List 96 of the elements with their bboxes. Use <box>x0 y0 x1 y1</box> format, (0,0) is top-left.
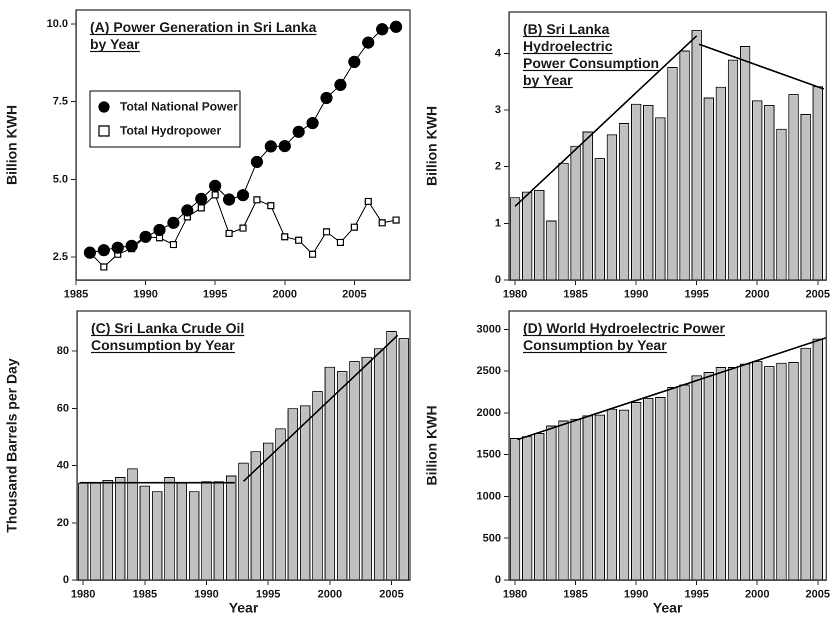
point <box>281 233 288 240</box>
x-tick-label: 1980 <box>70 588 96 601</box>
point <box>376 23 388 36</box>
x-tick-label: 2005 <box>806 588 830 601</box>
y-tick-label: 1500 <box>476 448 501 461</box>
point <box>362 36 374 49</box>
y-tick-label: 20 <box>56 516 69 529</box>
y-axis-title: Billion KWH <box>423 106 440 186</box>
x-tick-label: 1990 <box>624 588 648 601</box>
x-tick-label: 2000 <box>272 288 297 301</box>
y-tick-label: 10.0 <box>46 18 68 30</box>
x-tick-label: 1980 <box>502 288 528 301</box>
point <box>239 224 247 232</box>
point <box>350 224 358 231</box>
x-tick-label: 1985 <box>64 288 88 301</box>
point <box>98 244 110 256</box>
point <box>139 230 152 243</box>
y-tick-label: 0 <box>494 574 501 586</box>
point <box>226 230 233 237</box>
point <box>267 202 274 210</box>
y-tick-label: 500 <box>482 532 501 544</box>
x-tick-label: 1995 <box>256 588 280 601</box>
text: (D) World Hydroelectric Power Consumption by Year <box>523 320 726 353</box>
y-tick-label: 4 <box>494 47 502 60</box>
y-axis-title: Billion KWH <box>423 405 440 486</box>
point <box>348 56 360 68</box>
point <box>309 250 316 258</box>
x-tick-label: 2000 <box>744 288 770 301</box>
x-tick-label: 1990 <box>194 588 219 601</box>
point <box>212 191 219 198</box>
x-tick-label: 1985 <box>563 588 588 601</box>
x-tick-label: 1990 <box>133 288 158 301</box>
x-tick-label: 1985 <box>132 588 158 601</box>
point <box>84 246 96 259</box>
point <box>334 78 347 91</box>
x-tick-label: 1995 <box>684 288 709 301</box>
point <box>278 140 291 152</box>
point <box>364 198 372 205</box>
point <box>153 224 166 236</box>
y-tick-label: 60 <box>56 402 69 414</box>
text: (C) Sri Lanka Crude Oil Consumption by Year <box>91 320 244 353</box>
point <box>392 216 400 224</box>
point <box>264 140 277 152</box>
point <box>336 238 344 246</box>
y-tick-label: 0 <box>62 574 69 586</box>
y-tick-label: 1 <box>494 217 501 230</box>
point <box>292 126 305 138</box>
y-tick-label: 40 <box>56 460 69 472</box>
point <box>320 92 333 104</box>
point <box>198 204 205 212</box>
point <box>209 180 222 192</box>
point <box>170 241 177 248</box>
x-tick-label: 1985 <box>563 288 588 301</box>
point <box>250 156 264 168</box>
point <box>222 193 236 206</box>
y-tick-label: 3 <box>494 104 501 116</box>
text: (B) Sri Lanka Hydroelectric Power Consumption by Year <box>523 21 660 88</box>
point <box>306 116 319 130</box>
y-tick-label: 1000 <box>476 490 501 502</box>
y-tick-label: 5.0 <box>52 173 68 186</box>
y-tick-label: 0 <box>494 274 501 286</box>
point <box>236 189 250 202</box>
point <box>195 192 208 206</box>
point <box>112 242 124 254</box>
point <box>100 263 108 271</box>
x-tick-label: 2005 <box>342 288 367 301</box>
x-tick-label: 2000 <box>318 588 342 601</box>
point <box>253 196 260 204</box>
x-axis-title: Year <box>652 599 683 616</box>
x-tick-label: 1980 <box>502 588 528 601</box>
x-tick-label: 1990 <box>624 288 648 301</box>
point <box>378 219 386 226</box>
legend-label: Total Hydropower <box>120 123 222 138</box>
x-tick-label: 2005 <box>379 588 404 601</box>
x-tick-label: 2000 <box>744 588 770 601</box>
y-tick-label: 3000 <box>476 323 501 336</box>
y-tick-label: 2.5 <box>52 251 68 264</box>
y-tick-label: 7.5 <box>52 96 68 108</box>
x-tick-label: 1995 <box>202 288 228 301</box>
y-axis-title: Billion KWH <box>3 104 20 186</box>
point <box>295 236 302 244</box>
x-tick-label: 1995 <box>684 588 709 601</box>
point <box>126 240 138 252</box>
text: (A) Power Generation in Sri Lanka by Year <box>90 19 317 52</box>
point <box>167 216 180 229</box>
point <box>390 20 402 33</box>
y-tick-label: 80 <box>56 345 69 358</box>
point <box>322 228 330 236</box>
y-tick-label: 2000 <box>476 406 501 419</box>
x-axis-title: Year <box>228 599 259 616</box>
legend-label: Total National Power <box>120 99 238 114</box>
x-tick-label: 2005 <box>806 288 830 301</box>
y-axis-title: Thousand Barrels per Day <box>3 358 20 533</box>
y-tick-label: 2 <box>494 160 501 173</box>
y-tick-label: 2500 <box>476 365 501 378</box>
point <box>181 204 194 217</box>
